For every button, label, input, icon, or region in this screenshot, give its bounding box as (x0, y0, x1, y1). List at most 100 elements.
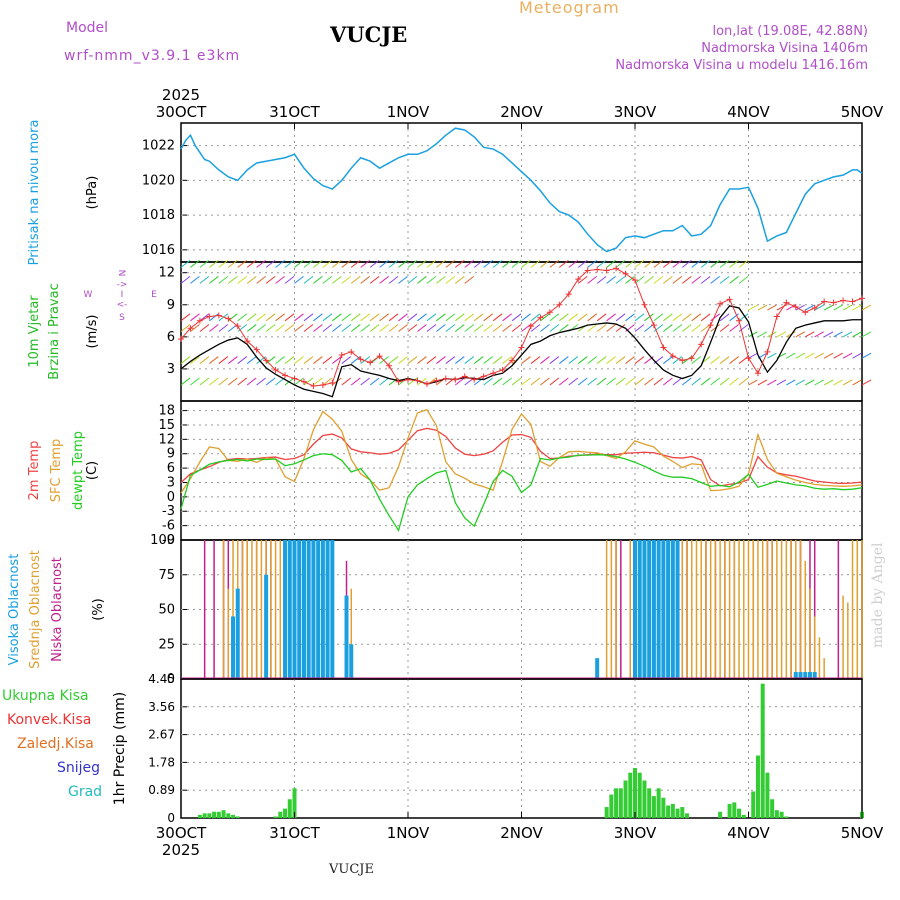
compass-arrow-left: <- (117, 300, 128, 310)
compass-center: I (121, 290, 124, 300)
wind-barb (426, 275, 437, 284)
wind-barb (436, 275, 446, 284)
cloud-bar (270, 540, 272, 679)
time-label-bottom: 30OCT (156, 824, 207, 842)
y-tick-label: -3 (162, 504, 175, 519)
precip-bar (661, 797, 666, 818)
wind-barb (426, 356, 437, 364)
precip-bar (774, 810, 779, 818)
wind-barb (710, 275, 720, 284)
wind-barb (681, 259, 692, 268)
wind-gust-marker (641, 301, 648, 308)
cloud-bar (818, 637, 821, 679)
wind-barb (294, 313, 304, 322)
wind-barb (209, 259, 219, 268)
wind-barb (341, 259, 352, 268)
wind-barb (842, 304, 853, 311)
wind-barb (322, 313, 333, 322)
wind-barb (833, 331, 843, 338)
cloud-bar (675, 540, 680, 679)
cloud-bar (709, 540, 712, 679)
wind-barb (521, 377, 531, 386)
wind-barb (379, 377, 389, 386)
y-tick-label: 100 (150, 533, 175, 548)
wind-barb (748, 379, 758, 386)
wind-barb (407, 324, 418, 332)
wind-barb (530, 259, 541, 268)
wind-barb (833, 379, 843, 386)
wind-barb (719, 356, 730, 364)
cloud-bar (610, 540, 613, 679)
wind-barb (398, 275, 408, 284)
wind-barb (190, 377, 200, 386)
wind-barb (313, 324, 323, 332)
wind-barb (823, 304, 834, 311)
wind-barb (625, 259, 635, 268)
wind-barb (663, 313, 673, 322)
wind-barb (587, 259, 598, 268)
precip-bar (770, 799, 775, 818)
wind-gust-marker (234, 323, 241, 330)
cloud-bar (651, 540, 656, 679)
wind-barb (294, 259, 304, 268)
cloud-bar (813, 540, 816, 679)
y-tick-label: 0 (167, 811, 175, 825)
wind-barb (218, 324, 229, 332)
wind-barb (653, 313, 664, 322)
wind-barb (606, 356, 616, 364)
precip-bar (779, 811, 784, 818)
precip-bar (231, 814, 236, 818)
cloud-bar (325, 540, 330, 679)
wind-barb (199, 275, 210, 284)
wind-gust-marker (319, 381, 326, 388)
wind-gust-marker (792, 303, 799, 310)
wind-barb (577, 259, 588, 268)
cloud-bar (714, 540, 717, 679)
cloud-bar (301, 540, 306, 679)
wind-barb (237, 259, 248, 268)
time-label-top: 5NOV (841, 103, 884, 121)
time-label-top: 31OCT (269, 103, 320, 121)
wind-barb (180, 275, 191, 284)
wind-barb (502, 377, 512, 386)
cloud-bar (670, 540, 675, 679)
wind-barb (729, 275, 739, 284)
wind-gust-marker (480, 373, 487, 380)
wind-barb (294, 356, 304, 364)
wind-gust-marker (196, 317, 203, 324)
precip-legend-item: Zaledj.Kisa (17, 736, 94, 752)
wind-gust-marker (442, 375, 449, 382)
wind-gust-marker (300, 378, 307, 385)
wind-barb (738, 313, 749, 322)
wind-barb (464, 275, 475, 284)
cloud-bar (752, 540, 754, 679)
precip-bar (283, 808, 288, 818)
panel-label-wind: Brzina i Pravac (47, 283, 62, 380)
y-tick-label: 0.89 (148, 783, 175, 797)
wind-barb (606, 377, 616, 386)
precip-bar (755, 755, 760, 818)
lonlat-info: lon,lat (19.08E, 42.88N) (712, 24, 868, 39)
wind-barb (256, 324, 266, 332)
wind-barb (596, 275, 607, 284)
wind-barb (190, 313, 200, 322)
wind-barb (559, 259, 569, 268)
cloud-bar (661, 540, 666, 679)
cloud-bar (691, 540, 693, 679)
wind-barb (237, 356, 248, 364)
wind-barb (681, 324, 692, 332)
wind-barb (483, 259, 493, 268)
wind-gust-marker (206, 313, 213, 320)
wind-gust-marker (575, 276, 582, 283)
wind-barb (672, 313, 683, 322)
wind-barb (265, 313, 276, 322)
wind-barb (407, 259, 418, 268)
wind-barb (767, 379, 777, 386)
wind-gust-marker (849, 298, 856, 305)
wind-gust-marker (622, 270, 629, 277)
wind-barb (805, 331, 815, 338)
cloud-bar (297, 540, 302, 679)
cloud-bar (790, 540, 792, 679)
wind-barb (606, 259, 616, 268)
time-label-bottom: 2NOV (500, 824, 543, 842)
